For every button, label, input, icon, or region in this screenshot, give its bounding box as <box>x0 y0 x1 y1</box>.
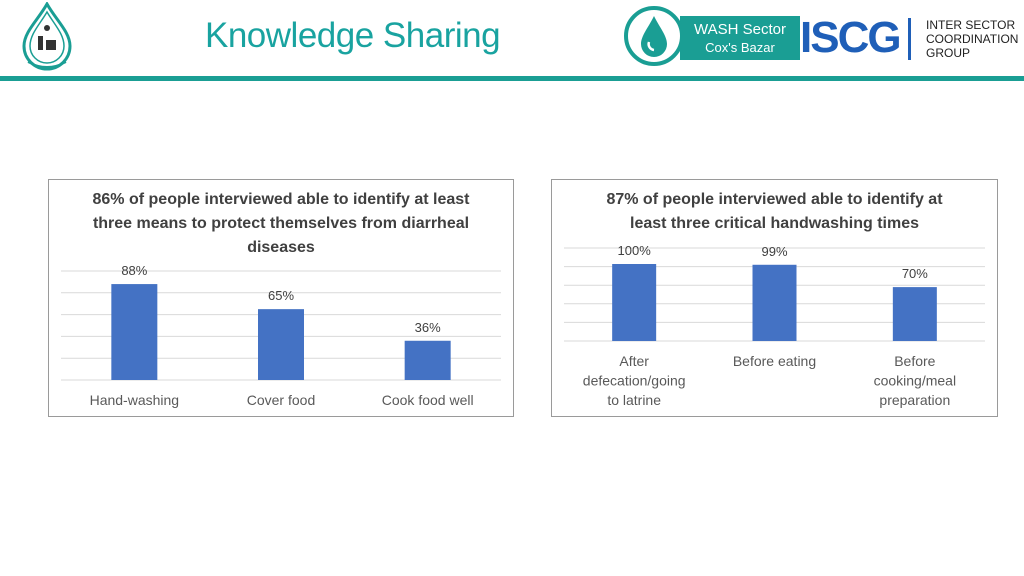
data-label: 88% <box>121 263 147 278</box>
iscg-full-name: INTER SECTOR COORDINATION GROUP <box>926 18 1018 60</box>
iscg-line-2: COORDINATION <box>926 32 1019 46</box>
category-label: Before eating <box>733 353 816 369</box>
data-label: 99% <box>761 244 787 259</box>
header-divider <box>0 76 1024 81</box>
data-label: 65% <box>268 288 294 303</box>
bar <box>752 264 797 341</box>
bar <box>404 340 451 380</box>
bar <box>892 287 937 341</box>
data-label: 70% <box>902 266 928 281</box>
chart-title: 87% of people interviewed able to identi… <box>606 191 943 232</box>
bar <box>258 309 304 380</box>
data-label: 100% <box>618 243 652 258</box>
iscg-line-1: INTER SECTOR <box>926 18 1016 32</box>
iscg-divider <box>908 18 911 60</box>
header: Knowledge Sharing WASH Sector Cox's Baza… <box>0 0 1024 76</box>
wash-sector-logo: WASH Sector Cox's Bazar <box>624 6 800 68</box>
page-title: Knowledge Sharing <box>205 16 501 55</box>
wash-sector-location: Cox's Bazar <box>705 40 775 55</box>
wash-sector-name: WASH Sector <box>694 21 786 38</box>
chart-panel-handwashing-times: 87% of people interviewed able to identi… <box>551 179 998 417</box>
dphe-logo <box>22 2 72 71</box>
chart-title: 86% of people interviewed able to identi… <box>92 191 470 256</box>
bar-chart: 100% After defecation/going to latrine 99% Be… <box>564 243 985 408</box>
wash-sector-badge: WASH Sector Cox's Bazar <box>680 16 800 60</box>
category-label: Cook food well <box>382 392 474 408</box>
chart-panel-diarrhea-protection: 86% of people interviewed able to identi… <box>48 179 514 417</box>
category-label: Cover food <box>247 392 315 408</box>
category-label: After defecation/going to latrine <box>583 353 686 408</box>
bar <box>111 284 158 380</box>
water-drop-icon <box>641 16 667 57</box>
category-label: Before cooking/meal preparation <box>874 353 957 408</box>
bar-chart: 88% Hand-washing 65% Cover food 36% Cook food… <box>61 263 501 408</box>
data-label: 36% <box>415 320 441 335</box>
bar <box>612 264 657 341</box>
iscg-logo: ISCG <box>800 13 902 62</box>
iscg-line-3: GROUP <box>926 46 971 60</box>
category-label: Hand-washing <box>90 392 180 408</box>
